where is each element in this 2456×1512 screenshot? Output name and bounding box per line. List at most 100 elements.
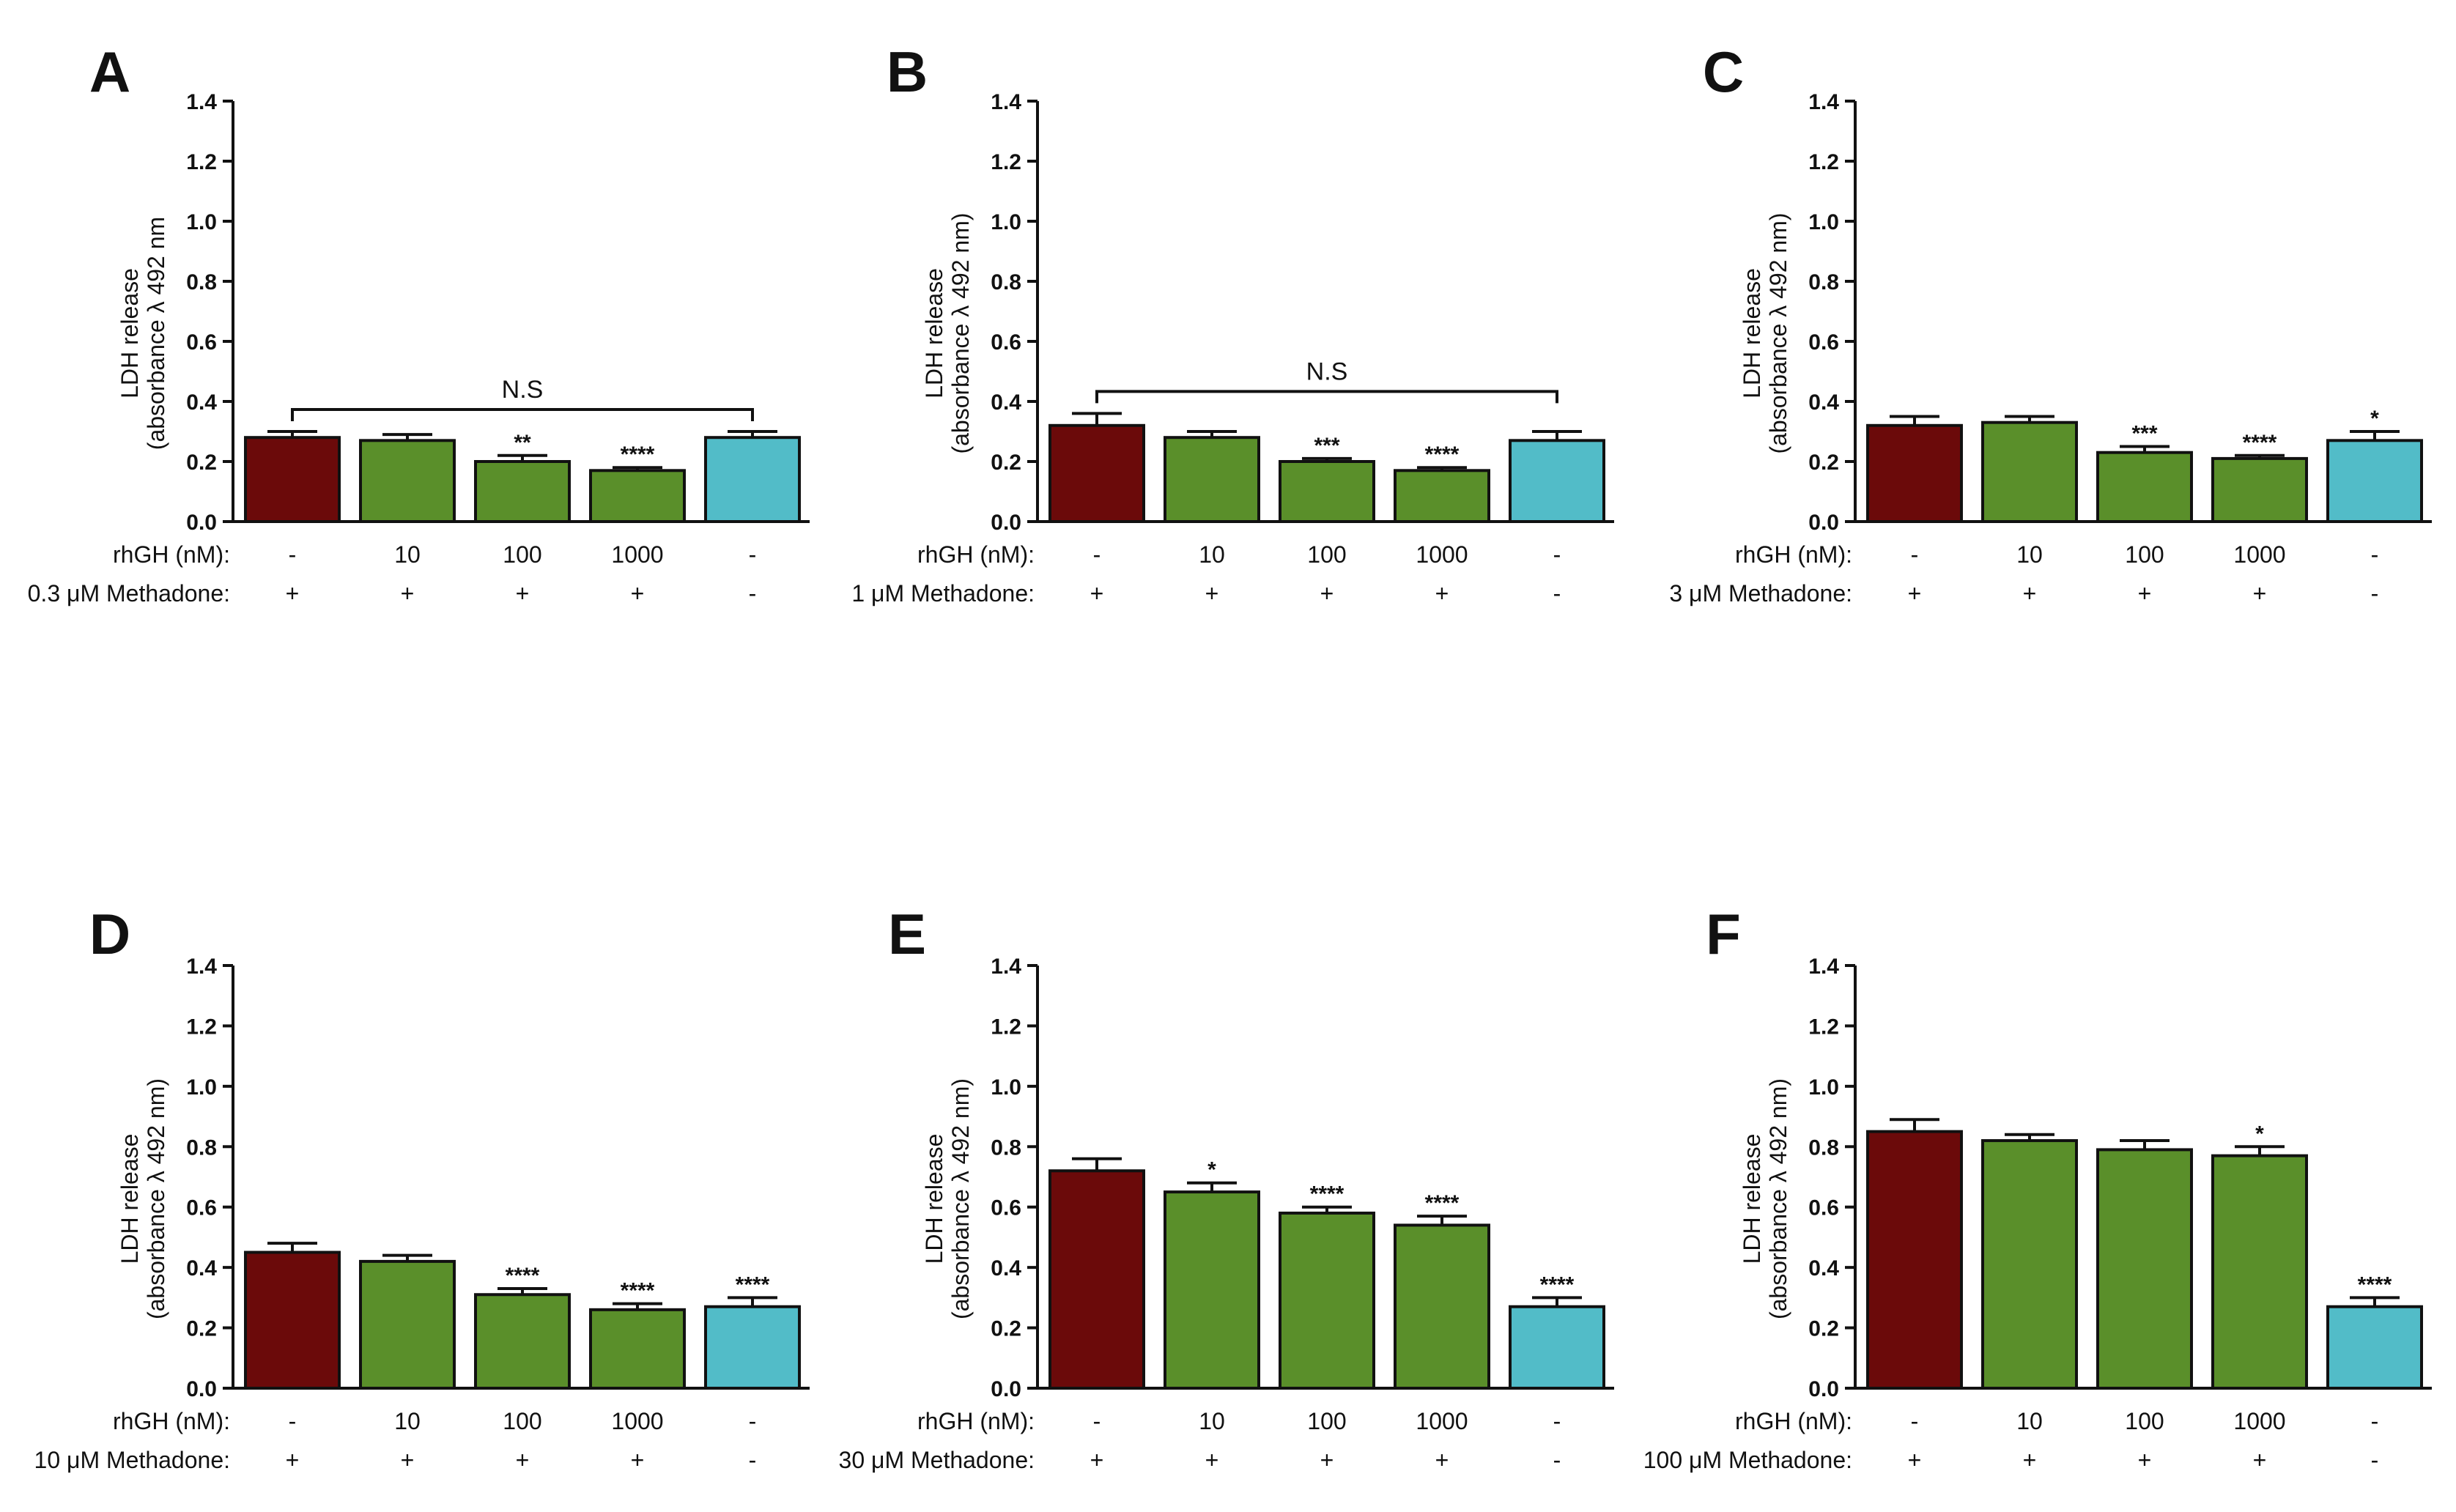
y-tick-label: 1.2 [1808, 1015, 1839, 1039]
y-axis-label-line2: (absorbance λ 492 nm) [1765, 212, 1791, 453]
panel-letter: A [89, 40, 130, 104]
y-tick-label: 0.6 [186, 330, 217, 355]
rhgh-value: - [1553, 1408, 1561, 1434]
y-tick-label: 0.8 [1808, 1135, 1839, 1160]
methadone-value: + [1435, 1447, 1449, 1473]
y-axis-label-line2: (absorbance λ 492 nm) [1765, 1078, 1791, 1319]
rhgh-value: 10 [1199, 541, 1225, 568]
y-tick-label: 1.0 [991, 210, 1021, 234]
rhgh-value: 100 [1307, 541, 1346, 568]
rhgh-value: - [2371, 541, 2379, 568]
methadone-value: + [1205, 580, 1219, 607]
rhgh-value: 1000 [1416, 541, 1468, 568]
bar [1048, 423, 1145, 523]
y-tick-label: 0.6 [186, 1196, 217, 1220]
y-tick-label: 0.4 [186, 1256, 217, 1281]
methadone-value: + [1205, 1447, 1219, 1473]
methadone-value: + [286, 1447, 300, 1473]
rhgh-value: 1000 [1416, 1408, 1468, 1434]
y-tick-label: 0.4 [1808, 1256, 1839, 1281]
y-tick-label: 0.8 [186, 1135, 217, 1160]
rhgh-value: - [1553, 541, 1561, 568]
panel-letter: D [89, 902, 130, 966]
methadone-value: + [2138, 1447, 2152, 1473]
significance-label: *** [2131, 422, 2157, 446]
y-tick-label: 0.0 [1808, 1377, 1839, 1401]
rhgh-row-label: rhGH (nM): [113, 541, 230, 568]
methadone-value: + [2023, 1447, 2037, 1473]
bar [1981, 420, 2078, 524]
y-axis-label-line2: (absorbance λ 492 nm) [947, 212, 974, 453]
bar [359, 439, 456, 523]
y-tick-label: 0.4 [991, 390, 1021, 415]
rhgh-value: 1000 [611, 1408, 663, 1434]
y-tick-label: 1.0 [186, 1075, 217, 1100]
ns-bracket [1095, 390, 1558, 404]
methadone-value: - [1553, 580, 1561, 607]
panel-c: C 0.0 0.2 0.4 0.6 0.8 1.0 1.2 1.4 LDH release (abs… [1669, 40, 2432, 607]
bar [1509, 439, 1605, 523]
rhgh-value: - [749, 541, 757, 568]
panel-f: F 0.0 0.2 0.4 0.6 0.8 1.0 1.2 1.4 LDH release (abs… [1643, 902, 2432, 1473]
bar [359, 1259, 456, 1390]
rhgh-value: 10 [394, 541, 421, 568]
rhgh-value: 100 [503, 1408, 541, 1434]
methadone-value: - [749, 580, 757, 607]
methadone-value: - [2371, 580, 2379, 607]
methadone-value: + [2023, 580, 2037, 607]
rhgh-value: 100 [1307, 1408, 1346, 1434]
y-tick-label: 0.0 [991, 511, 1021, 535]
bar [1866, 1130, 1963, 1390]
methadone-value: + [1908, 1447, 1922, 1473]
significance-label: ** [514, 431, 531, 455]
bar [1164, 436, 1260, 524]
rhgh-value: 10 [2016, 541, 2043, 568]
methadone-value: + [401, 1447, 415, 1473]
y-tick-label: 0.8 [186, 270, 217, 294]
y-tick-label: 1.0 [1808, 1075, 1839, 1100]
bar [704, 436, 801, 524]
y-axis-label-line1: LDH release [921, 1134, 947, 1264]
y-tick-label: 0.8 [991, 1135, 1021, 1160]
bar [1279, 1211, 1375, 1390]
panel-letter: B [887, 40, 928, 104]
significance-label: *** [1314, 434, 1339, 458]
methadone-value: + [1320, 1447, 1334, 1473]
y-tick-label: 0.6 [1808, 330, 1839, 355]
y-tick-label: 0.2 [1808, 1317, 1839, 1341]
ns-label: N.S [1306, 357, 1348, 385]
significance-label: **** [621, 1279, 655, 1303]
rhgh-row-label: rhGH (nM): [917, 1408, 1035, 1434]
significance-label: **** [1310, 1182, 1344, 1207]
y-axis-label-line1: LDH release [1739, 1134, 1765, 1264]
bar [244, 436, 341, 524]
significance-label: * [1207, 1158, 1216, 1182]
y-tick-label: 1.4 [1808, 90, 1839, 114]
significance-label: **** [1425, 1191, 1460, 1215]
ns-label: N.S [502, 376, 544, 404]
panel-letter: E [888, 902, 926, 966]
bar [1394, 469, 1490, 523]
panel-d: D 0.0 0.2 0.4 0.6 0.8 1.0 1.2 1.4 LDH release (abs… [34, 902, 810, 1473]
bar [1394, 1223, 1490, 1390]
y-tick-label: 1.4 [991, 90, 1021, 114]
y-tick-label: 0.0 [991, 1377, 1021, 1401]
methadone-row-label: 30 μM Methadone: [839, 1447, 1035, 1473]
y-tick-label: 1.0 [991, 1075, 1021, 1100]
rhgh-value: 1000 [2233, 541, 2285, 568]
methadone-value: + [516, 580, 530, 607]
methadone-value: - [1553, 1447, 1561, 1473]
y-tick-label: 0.0 [186, 511, 217, 535]
bar [704, 1305, 801, 1390]
methadone-value: + [401, 580, 415, 607]
methadone-value: + [1320, 580, 1334, 607]
rhgh-value: 100 [2125, 1408, 2164, 1434]
significance-label: * [2370, 407, 2379, 431]
bar [2326, 439, 2423, 523]
bar [474, 1293, 571, 1390]
y-tick-label: 0.2 [1808, 451, 1839, 475]
methadone-row-label: 10 μM Methadone: [34, 1447, 230, 1473]
rhgh-row-label: rhGH (nM): [1735, 541, 1852, 568]
ns-bracket [291, 408, 754, 421]
